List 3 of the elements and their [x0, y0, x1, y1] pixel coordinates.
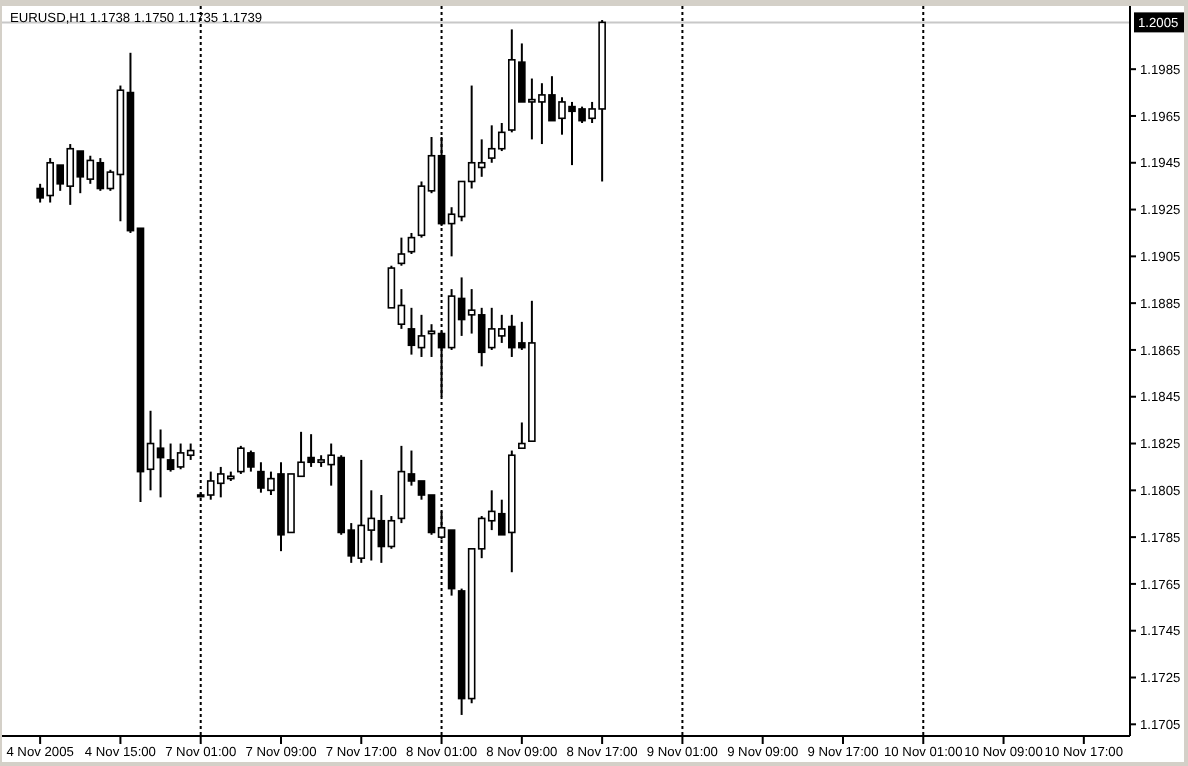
candlestick [518, 421, 526, 450]
candlestick [397, 236, 406, 267]
candlestick [407, 231, 416, 256]
